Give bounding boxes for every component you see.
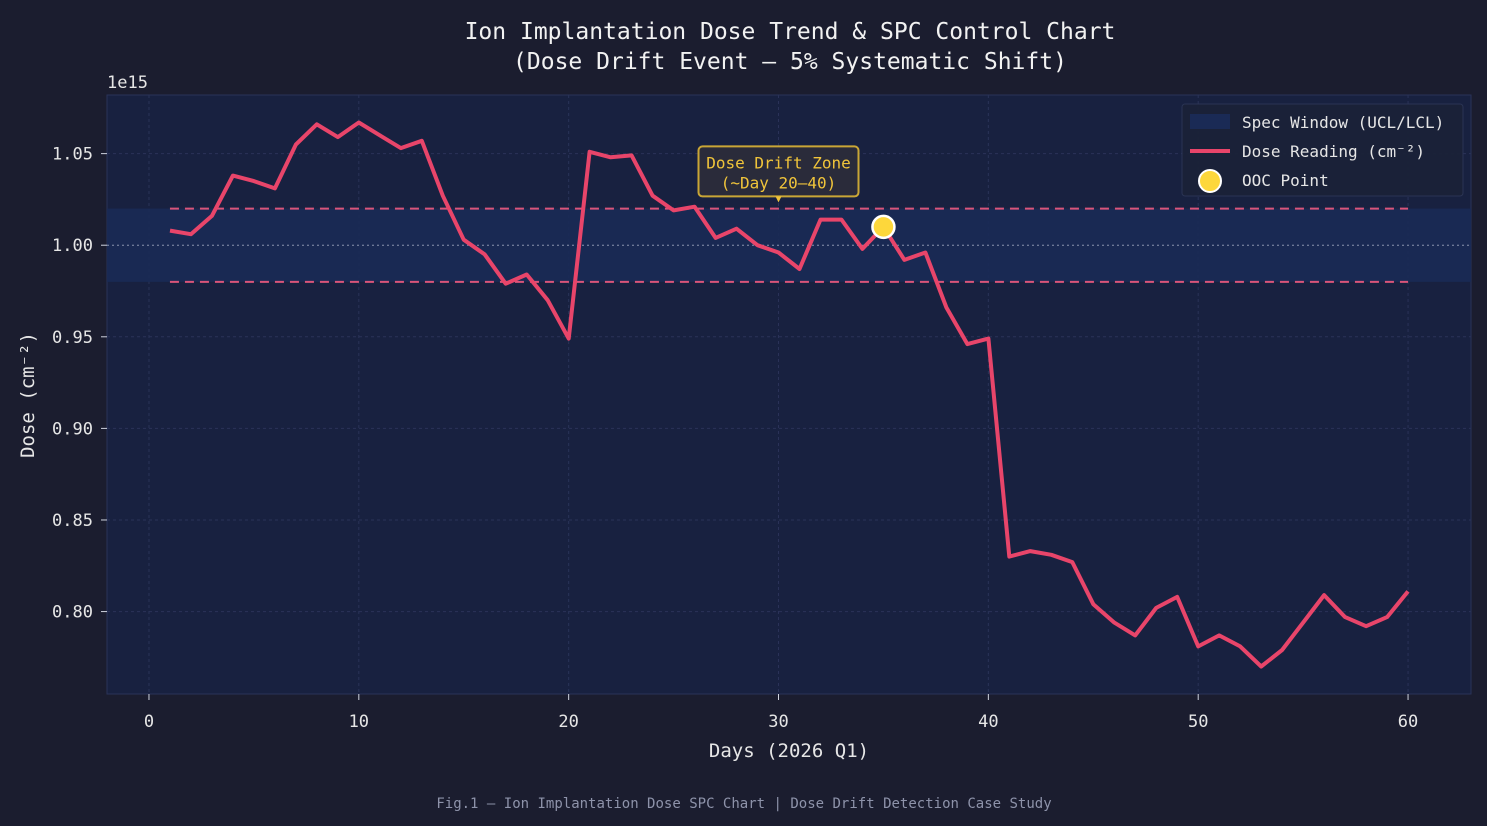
x-axis-ticks: 0 10 20 30 40 50 60 (144, 694, 1418, 732)
y-tick-label: 0.95 (52, 328, 93, 348)
legend-spec-label: Spec Window (UCL/LCL) (1242, 113, 1444, 132)
x-tick-label: 40 (978, 712, 998, 732)
annotation-arrow (775, 196, 782, 203)
annotation-line-2: (~Day 20–40) (721, 173, 837, 192)
x-tick-label: 0 (144, 712, 154, 732)
chart-subtitle: (Dose Drift Event – 5% Systematic Shift) (513, 49, 1067, 75)
annotation-line-1: Dose Drift Zone (706, 153, 851, 172)
ooc-points (871, 214, 896, 240)
legend-line-label: Dose Reading (cm⁻²) (1242, 142, 1425, 161)
x-tick-label: 20 (558, 712, 578, 732)
x-tick-label: 60 (1398, 712, 1418, 732)
x-tick-label: 10 (349, 712, 369, 732)
y-axis-label: Dose (cm⁻²) (17, 332, 39, 458)
y-tick-label: 0.80 (52, 603, 93, 623)
dose-reading-line (169, 120, 1410, 669)
x-axis-label: Days (2026 Q1) (709, 740, 869, 762)
legend: Spec Window (UCL/LCL) Dose Reading (cm⁻²… (1181, 103, 1464, 197)
x-tick-label: 50 (1188, 712, 1208, 732)
y-offset-label: 1e15 (107, 73, 148, 93)
y-tick-label: 1.05 (52, 145, 93, 165)
legend-box (1181, 103, 1464, 197)
y-tick-label: 1.00 (52, 236, 93, 256)
legend-ooc-marker (1198, 169, 1222, 193)
legend-spec-swatch (1190, 114, 1230, 129)
x-tick-label: 30 (768, 712, 788, 732)
figure-caption: Fig.1 – Ion Implantation Dose SPC Chart … (436, 796, 1051, 812)
ooc-point (871, 214, 896, 240)
y-tick-label: 0.85 (52, 511, 93, 531)
legend-ooc-label: OOC Point (1242, 171, 1329, 190)
y-axis-ticks: 0.80 0.85 0.90 0.95 1.00 1.05 (52, 145, 107, 623)
drift-annotation: Dose Drift Zone (~Day 20–40) (697, 145, 860, 203)
chart-title: Ion Implantation Dose Trend & SPC Contro… (465, 19, 1116, 45)
y-tick-label: 0.90 (52, 419, 93, 439)
